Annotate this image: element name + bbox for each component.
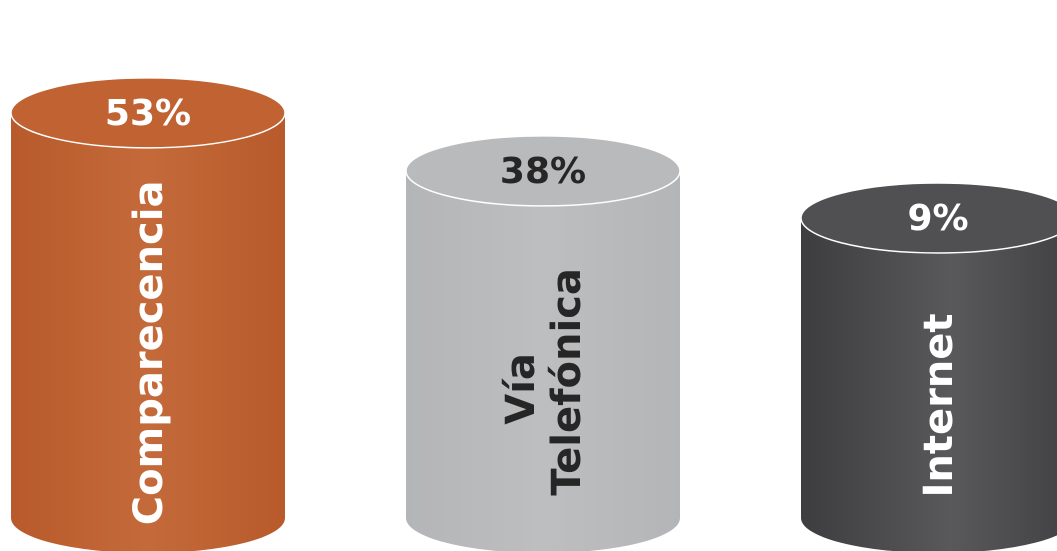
cylinder-body-internet <box>801 218 1057 551</box>
value-label-via-telefonica: 38% <box>500 151 586 192</box>
category-label-internet: Internet <box>916 313 962 497</box>
cylinder-bar-internet: 9% Internet <box>800 182 1057 551</box>
category-label-comparecencia: Comparecencia <box>126 181 172 526</box>
cylinder-bar-comparecencia: 53% Comparecencia <box>10 77 286 551</box>
category-label-line: Telefónica <box>544 268 590 496</box>
cylinder-bar-via-telefonica: 38% Vía Telefónica <box>405 135 681 551</box>
category-label-via-telefonica: Vía Telefónica <box>498 268 590 496</box>
category-label-line: Vía <box>498 353 544 425</box>
category-label-line: Internet <box>916 313 962 497</box>
cylinder-top-via-telefonica <box>405 135 681 207</box>
value-label-comparecencia: 53% <box>105 93 191 134</box>
cylinder-top-comparecencia <box>10 77 286 149</box>
cylinder-body-via-telefonica <box>406 170 680 551</box>
cylinder-body-comparecencia <box>11 112 285 551</box>
cylinder-top-internet <box>800 182 1057 254</box>
category-label-line: Comparecencia <box>126 181 172 526</box>
value-label-internet: 9% <box>907 198 968 239</box>
